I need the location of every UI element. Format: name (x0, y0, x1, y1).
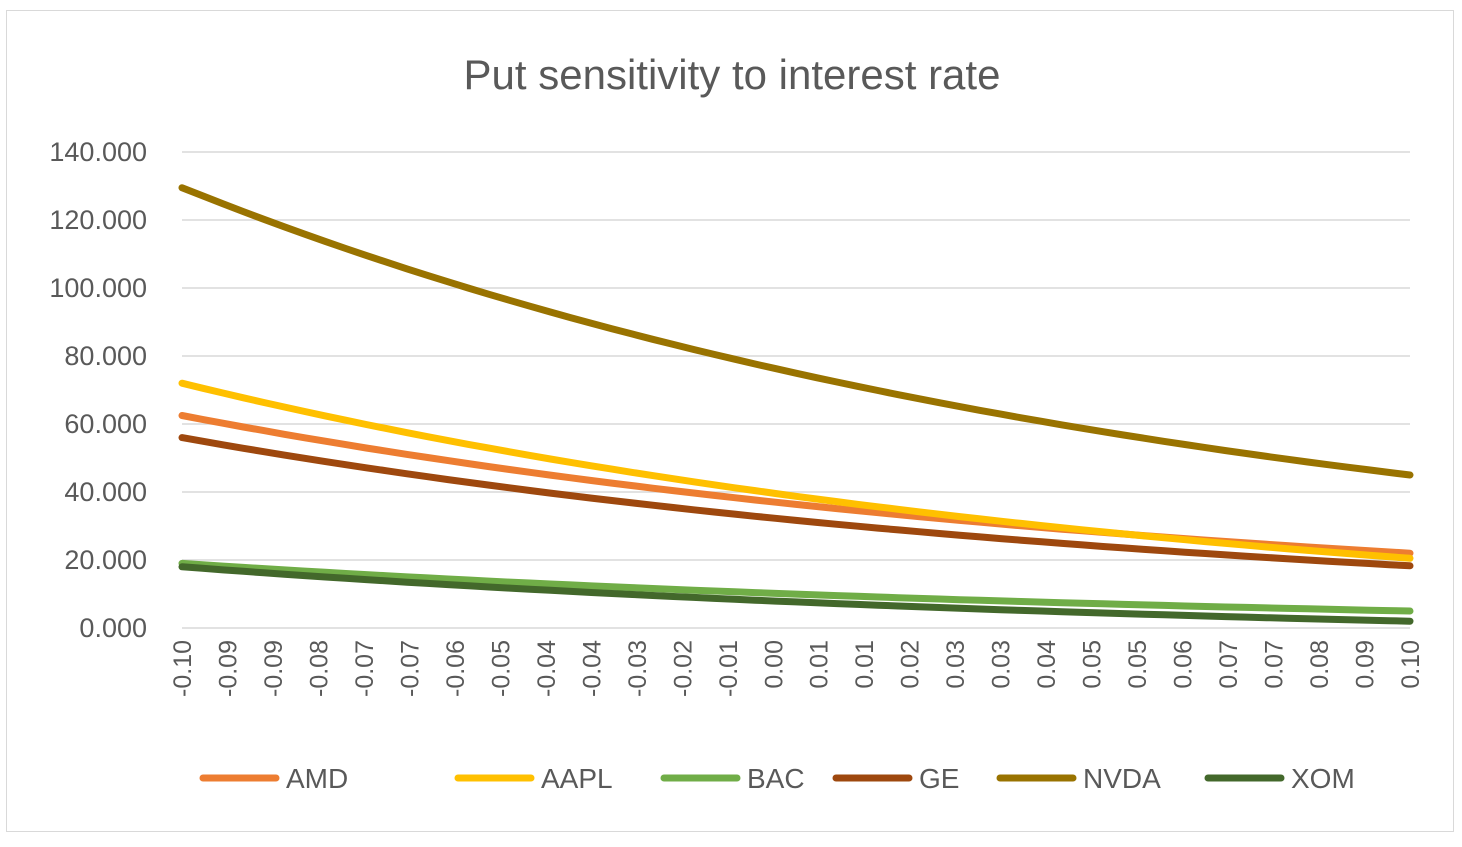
x-tick-label: 0.09 (1352, 640, 1380, 689)
x-tick-label: 0.03 (942, 640, 970, 689)
x-tick-label: 0.07 (1261, 640, 1289, 689)
series-line-amd (178, 412, 1414, 557)
x-tick-label: 0.06 (1170, 640, 1198, 689)
x-tick-label: 0.02 (897, 640, 925, 689)
legend-label-ge: GE (919, 763, 959, 794)
legend-label-bac: BAC (747, 763, 805, 794)
legend: AMD AAPL BAC GE NVDA XOM (199, 763, 1355, 794)
x-tick-label: 0.08 (1306, 640, 1334, 689)
y-tick-label: 20.000 (64, 545, 147, 575)
series-line-nvda (178, 184, 1414, 479)
legend-label-amd: AMD (286, 763, 348, 794)
x-tick-label: 0.03 (988, 640, 1016, 689)
x-tick-label: -0.06 (442, 640, 470, 697)
gridlines (182, 151, 1410, 629)
chart-title: Put sensitivity to interest rate (464, 51, 1001, 98)
x-tick-label: -0.02 (669, 640, 697, 697)
y-tick-label: 60.000 (64, 409, 147, 439)
x-tick-label: -0.09 (214, 640, 242, 697)
y-tick-label: 140.000 (49, 137, 147, 167)
x-tick-label: 0.10 (1397, 640, 1425, 689)
x-tick-label: -0.09 (260, 640, 288, 697)
x-tick-label: -0.10 (169, 640, 197, 697)
legend-label-xom: XOM (1291, 763, 1355, 794)
y-tick-label: 80.000 (64, 341, 147, 371)
x-tick-label: 0.07 (1215, 640, 1243, 689)
x-tick-label: -0.01 (715, 640, 743, 697)
x-tick-label: -0.04 (578, 640, 606, 697)
x-tick-label: 0.01 (851, 640, 879, 689)
x-tick-label: -0.08 (305, 640, 333, 697)
y-tick-label: 0.000 (79, 613, 147, 643)
x-tick-label: -0.03 (624, 640, 652, 697)
x-tick-label: 0.05 (1079, 640, 1107, 689)
series-line-aapl (178, 379, 1414, 562)
x-tick-label: 0.00 (760, 640, 788, 689)
x-axis-tick-labels: -0.10 -0.09 -0.09 -0.08 -0.07 -0.07 -0.06 -0.05… (169, 640, 1425, 697)
x-tick-label: -0.07 (351, 640, 379, 697)
series-lines (178, 184, 1414, 625)
y-tick-label: 120.000 (49, 205, 147, 235)
x-tick-label: 0.04 (1033, 640, 1061, 689)
legend-label-aapl: AAPL (541, 763, 613, 794)
y-tick-label: 100.000 (49, 273, 147, 303)
series-line-bac (178, 559, 1414, 615)
x-tick-label: 0.05 (1124, 640, 1152, 689)
chart-frame (6, 10, 1454, 832)
x-tick-label: -0.05 (487, 640, 515, 697)
series-line-xom (178, 563, 1414, 625)
x-tick-label: -0.04 (533, 640, 561, 697)
x-tick-label: -0.07 (396, 640, 424, 697)
y-axis-tick-labels: 0.000 20.000 40.000 60.000 80.000 100.000 120.… (49, 137, 147, 643)
legend-label-nvda: NVDA (1083, 763, 1161, 794)
y-tick-label: 40.000 (64, 477, 147, 507)
series-line-ge (178, 434, 1414, 570)
x-tick-label: 0.01 (806, 640, 834, 689)
